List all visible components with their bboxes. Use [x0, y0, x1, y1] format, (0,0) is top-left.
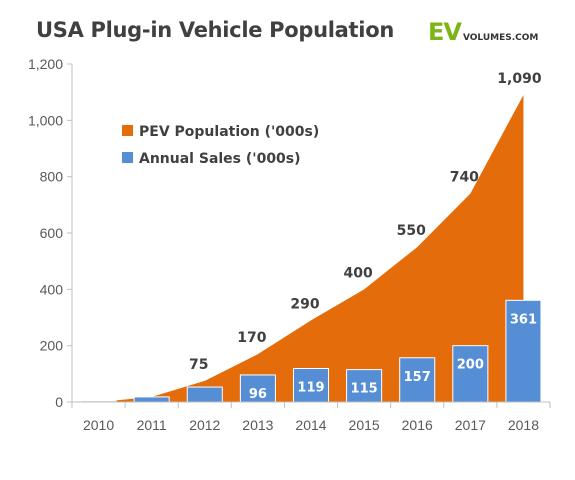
chart-title: USA Plug-in Vehicle Population	[36, 18, 394, 42]
population-data-label: 170	[237, 330, 266, 346]
legend-swatch-population	[122, 125, 133, 136]
y-tick-label: 1,000	[28, 112, 63, 128]
evvolumes-logo: EV VOLUMES.COM	[428, 18, 539, 46]
x-tick-label: 2011	[137, 417, 167, 433]
population-data-label: 550	[397, 223, 426, 239]
x-tick-label: 2017	[455, 417, 486, 433]
sales-bar	[239, 374, 276, 403]
x-tick-label: 2016	[402, 417, 433, 433]
sales-data-label: 115	[351, 382, 378, 397]
legend: PEV Population ('000s) Annual Sales ('000…	[122, 124, 319, 167]
sales-data-label: 119	[297, 380, 324, 395]
legend-label-population: PEV Population ('000s)	[139, 124, 319, 140]
sales-data-label: 157	[404, 370, 431, 385]
sales-bar	[346, 369, 383, 403]
sales-bar	[133, 396, 170, 403]
x-tick-label: 2010	[83, 417, 114, 433]
population-data-label: 290	[290, 296, 319, 312]
population-data-label: 400	[343, 265, 372, 281]
legend-swatch-sales	[122, 152, 133, 163]
data-labels-layer: 75 170 290 400 550 740 1,090 96 119 115 157 200 361	[189, 71, 542, 402]
sales-bar	[452, 345, 489, 403]
logo-ev-text: EV	[428, 18, 462, 46]
sales-data-label: 200	[457, 358, 484, 373]
x-tick-label: 2015	[349, 417, 380, 433]
sales-data-label: 96	[249, 387, 267, 402]
sales-bar	[399, 357, 436, 403]
population-data-label: 740	[450, 170, 479, 186]
population-area	[72, 94, 524, 402]
sales-data-label: 361	[510, 312, 537, 327]
legend-label-sales: Annual Sales ('000s)	[139, 151, 301, 167]
y-tick-label: 1,200	[28, 56, 63, 72]
population-data-label: 75	[189, 357, 208, 373]
x-tick-label: 2018	[508, 417, 539, 433]
x-axis: 2010 2011 2012 2013 2014 2015 2016 2017 2018	[71, 401, 551, 433]
sales-bar	[186, 386, 223, 403]
population-data-label: 1,090	[497, 71, 542, 87]
y-tick-label: 200	[40, 338, 64, 354]
sales-bar-layer	[80, 299, 542, 403]
y-axis: 0 200 400 600 800 1,000 1,200	[28, 56, 73, 410]
x-tick-label: 2012	[189, 417, 220, 433]
population-area-layer	[72, 94, 524, 402]
x-tick-label: 2014	[295, 417, 326, 433]
logo-sub-text: VOLUMES.COM	[462, 33, 539, 43]
y-tick-label: 800	[40, 169, 64, 185]
y-tick-label: 0	[55, 394, 63, 410]
y-tick-label: 600	[40, 225, 64, 241]
x-tick-label: 2013	[242, 417, 273, 433]
y-tick-label: 400	[40, 281, 64, 297]
